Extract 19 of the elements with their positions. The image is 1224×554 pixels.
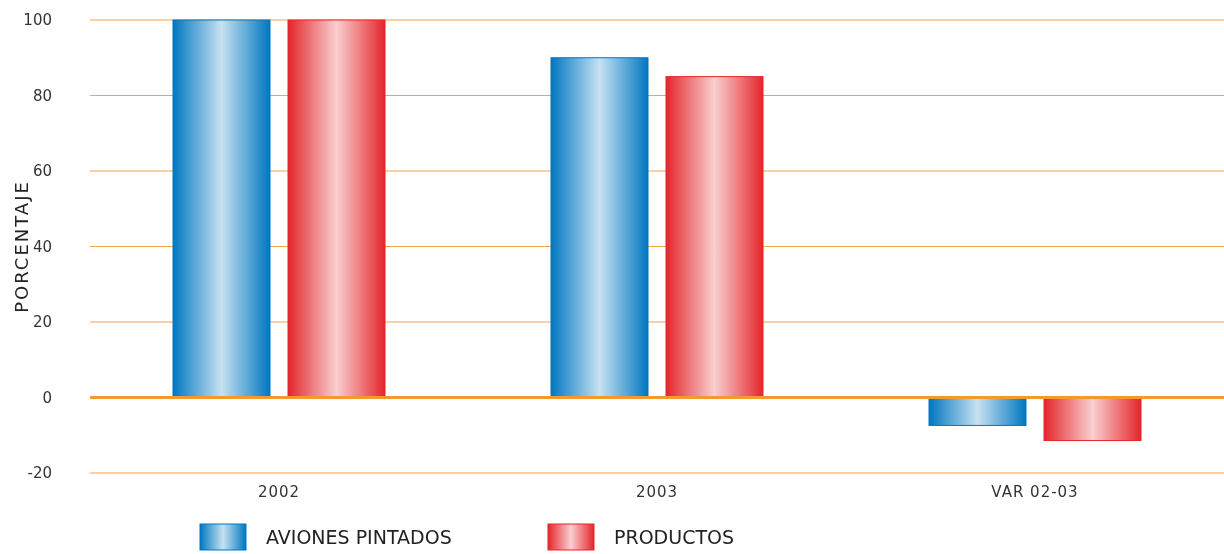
y-tick-label: 40: [32, 237, 52, 256]
x-tick-label: VAR 02-03: [991, 483, 1079, 501]
legend-label: AVIONES PINTADOS: [266, 526, 452, 548]
bar: [287, 19, 386, 398]
bar: [1043, 397, 1142, 442]
bar: [928, 397, 1027, 426]
legend-label: PRODUCTOS: [614, 526, 735, 548]
bar: [665, 76, 764, 398]
y-tick-label: 0: [42, 388, 52, 407]
y-tick-label: 20: [32, 313, 52, 332]
y-tick-label: 100: [23, 11, 52, 30]
x-tick-label: 2003: [635, 483, 679, 501]
y-tick-label: -20: [27, 464, 52, 483]
x-tick-label: 2002: [257, 483, 301, 501]
y-axis-title: PORCENTAJE: [11, 180, 32, 313]
bar: [550, 57, 649, 398]
y-tick-label: 80: [32, 86, 52, 105]
y-tick-label: 60: [32, 162, 52, 181]
bar: [172, 19, 271, 398]
